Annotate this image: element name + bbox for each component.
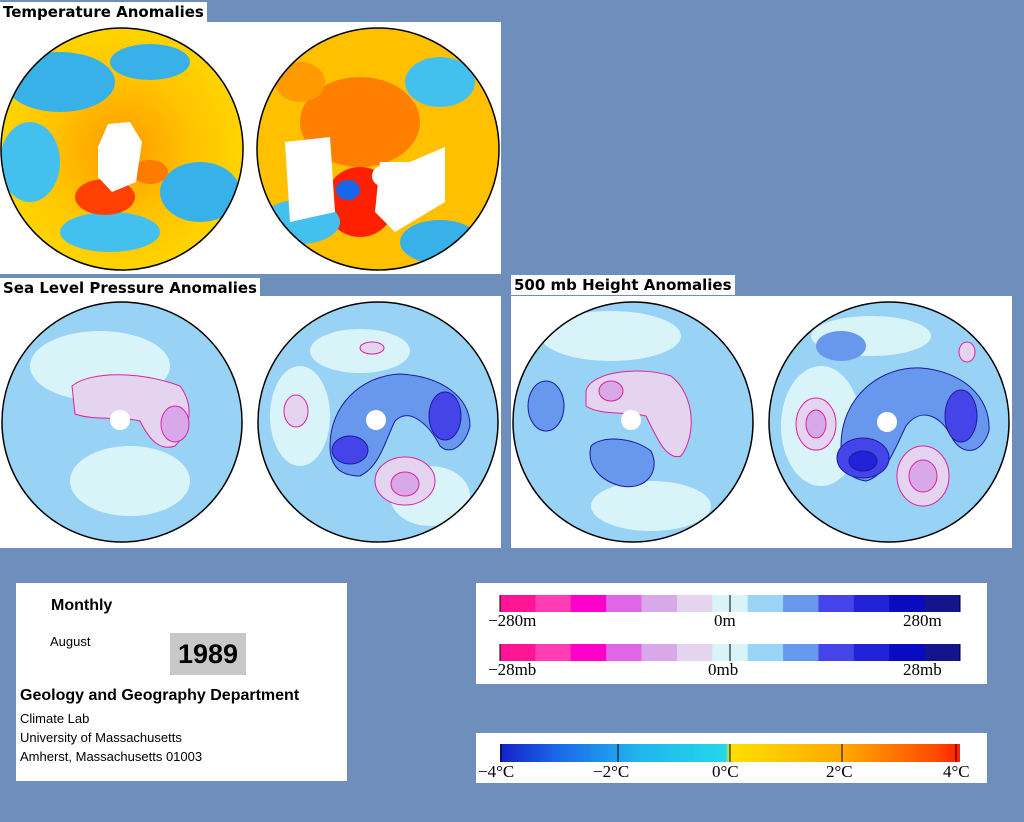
slp-map-southern [258,302,498,542]
temperature-title: Temperature Anomalies [0,2,207,22]
temperature-legend-label: −2°C [593,762,630,781]
temperature-maps [0,27,500,271]
temperature-legend-label: 4°C [943,762,970,781]
height-map-southern [769,302,1009,542]
color-swatch [747,644,784,661]
color-swatch [676,644,713,661]
color-swatch [676,595,713,612]
color-swatch [924,644,961,661]
height-color-scale [499,595,961,612]
color-swatch [606,644,643,661]
pressure-legend-max: 28mb [903,660,942,679]
color-swatch [853,644,890,661]
color-swatch [641,644,678,661]
temperature-map-southern [257,28,499,270]
color-swatch [570,644,607,661]
department-label: Geology and Geography Department [20,687,300,704]
color-swatch [535,644,572,661]
color-swatch [783,644,819,661]
pressure-legend-min: −28mb [488,660,537,679]
color-swatch [853,595,890,612]
slp-map-northern [2,302,242,542]
temperature-legend-label: 2°C [826,762,853,781]
color-swatch [889,595,926,612]
height-legend-max: 280m [903,611,942,630]
slp-panel [0,296,501,548]
info-panel: Monthly August 1989 Geology and Geograph… [16,583,347,781]
height-map-northern [513,302,753,542]
height-maps [512,301,1010,543]
temperature-legend: −4°C −2°C 0°C 2°C 4°C [476,733,987,783]
period-label: Monthly [51,597,113,614]
slp-title: Sea Level Pressure Anomalies [0,278,260,298]
temperature-panel [0,22,501,274]
temperature-legend-label: −4°C [478,762,515,781]
pressure-color-scale [499,644,961,661]
color-swatch [606,595,643,612]
color-swatch [783,595,819,612]
temperature-legend-label: 0°C [712,762,739,781]
color-swatch [500,644,536,661]
color-swatch [889,644,926,661]
university-label: University of Massachusetts [20,730,182,745]
slp-maps [1,301,499,543]
color-swatch [818,644,855,661]
color-swatch [535,595,572,612]
height-legend-mid: 0m [714,611,736,630]
temperature-legend-bar [500,744,960,762]
color-swatch [924,595,961,612]
height-title: 500 mb Height Anomalies [511,275,735,295]
pressure-legend-mid: 0mb [708,660,739,679]
lab-label: Climate Lab [20,711,90,726]
address-label: Amherst, Massachusetts 01003 [20,749,203,764]
year-label: 1989 [170,633,246,675]
color-swatch [570,595,607,612]
height-legend-min: −280m [488,611,537,630]
anomaly-legend-bars [499,595,961,661]
temperature-map-northern [1,28,243,270]
color-swatch [818,595,855,612]
anomaly-legend: −280m 0m 280m −28mb 0mb 28mb [476,583,987,684]
color-swatch [747,595,784,612]
color-swatch [500,595,536,612]
month-label: August [50,634,91,649]
height-panel [511,296,1012,548]
color-swatch [641,595,678,612]
